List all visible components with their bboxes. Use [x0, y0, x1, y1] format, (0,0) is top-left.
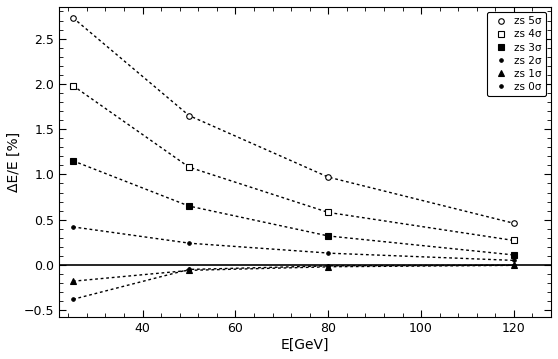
X-axis label: E[GeV]: E[GeV] — [281, 338, 329, 352]
zs 0σ — [186, 267, 193, 272]
zs 3σ — [511, 253, 517, 257]
zs 1σ — [325, 265, 331, 269]
zs 5σ — [70, 16, 76, 20]
Y-axis label: ΔE/E [%]: ΔE/E [%] — [7, 132, 21, 192]
zs 0σ — [70, 297, 76, 302]
zs 4σ — [186, 165, 193, 169]
zs 1σ — [186, 268, 193, 272]
Line: zs 3σ: zs 3σ — [70, 158, 517, 258]
zs 4σ — [511, 238, 517, 243]
Line: zs 1σ: zs 1σ — [70, 262, 517, 284]
zs 1σ — [70, 279, 76, 283]
Line: zs 2σ: zs 2σ — [70, 223, 517, 264]
Line: zs 5σ: zs 5σ — [70, 15, 517, 226]
zs 2σ — [511, 258, 517, 262]
Line: zs 4σ: zs 4σ — [70, 83, 517, 243]
Legend: zs 5σ, zs 4σ, zs 3σ, zs 2σ, zs 1σ, zs 0σ: zs 5σ, zs 4σ, zs 3σ, zs 2σ, zs 1σ, zs 0σ — [487, 12, 546, 96]
zs 3σ — [325, 234, 331, 238]
zs 5σ — [186, 113, 193, 118]
zs 1σ — [511, 263, 517, 267]
zs 5σ — [325, 175, 331, 179]
zs 0σ — [511, 263, 517, 267]
zs 3σ — [70, 159, 76, 163]
zs 4σ — [70, 84, 76, 88]
zs 2σ — [186, 241, 193, 245]
zs 2σ — [325, 251, 331, 255]
zs 2σ — [70, 225, 76, 229]
zs 3σ — [186, 204, 193, 208]
zs 0σ — [325, 264, 331, 268]
Line: zs 0σ: zs 0σ — [70, 262, 517, 303]
zs 4σ — [325, 210, 331, 215]
zs 5σ — [511, 221, 517, 225]
